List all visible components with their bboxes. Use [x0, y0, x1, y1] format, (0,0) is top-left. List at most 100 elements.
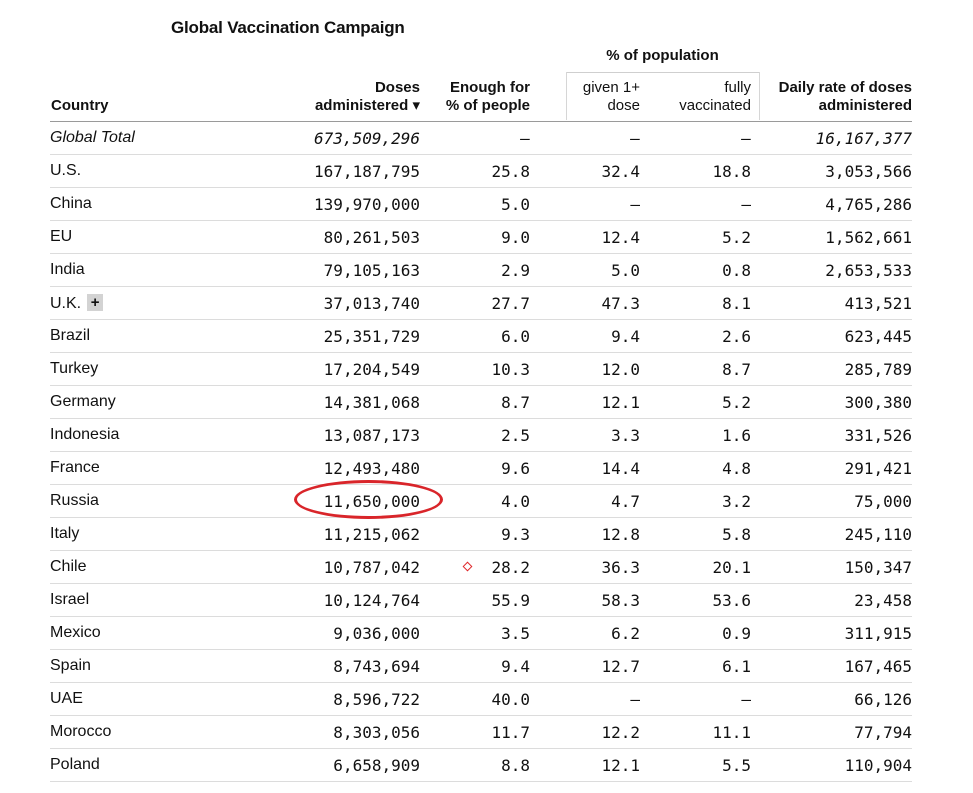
given-cell: 4.7	[530, 484, 640, 518]
header-given-dose[interactable]: given 1+ dose	[530, 79, 640, 115]
fully-cell: 5.8	[640, 517, 751, 551]
doses-value: 14,381,068	[323, 392, 420, 412]
daily-value: 4,765,286	[825, 194, 912, 214]
daily-value: 413,521	[844, 293, 912, 313]
daily-cell: 23,458	[751, 583, 912, 617]
total-row: Global Total 673,509,296 – – – 16,167,37…	[50, 122, 912, 155]
enough-cell: 8.7	[420, 385, 530, 419]
daily-cell: 300,380	[751, 385, 912, 419]
table-row: U.S. 167,187,795 25.8 32.4 18.8 3,053,566	[50, 154, 912, 188]
header-doses[interactable]: Doses administered ▾	[280, 79, 420, 115]
enough-value: 25.8	[491, 161, 530, 181]
table-row: France 12,493,480 9.6 14.4 4.8 291,421	[50, 451, 912, 485]
country-name: EU	[50, 228, 73, 245]
given-cell: –	[530, 187, 640, 221]
doses-value: 9,036,000	[333, 623, 420, 643]
given-value: 32.4	[601, 161, 640, 181]
doses-value: 8,596,722	[333, 689, 420, 709]
country-name: U.S.	[50, 162, 82, 179]
doses-value: 80,261,503	[323, 227, 420, 247]
fully-cell: 5.2	[640, 220, 751, 254]
doses-cell: 14,381,068	[280, 385, 420, 419]
header-daily-rate[interactable]: Daily rate of doses administered	[751, 79, 912, 115]
given-cell: 32.4	[530, 154, 640, 188]
enough-value: 3.5	[501, 623, 530, 643]
daily-value: 77,794	[854, 722, 912, 742]
doses-value: 10,787,042	[323, 557, 420, 577]
country-name: UAE	[50, 690, 83, 707]
total-doses: 673,509,296	[280, 122, 420, 155]
enough-value: 5.0	[501, 194, 530, 214]
doses-cell: 17,204,549	[280, 352, 420, 386]
daily-cell: 311,915	[751, 616, 912, 650]
plus-icon[interactable]: +	[87, 293, 104, 311]
fully-value: 8.7	[722, 359, 751, 379]
enough-cell: 55.9	[420, 583, 530, 617]
fully-cell: 5.2	[640, 385, 751, 419]
group-header-divider	[566, 72, 759, 73]
doses-cell: 12,493,480	[280, 451, 420, 485]
daily-cell: 245,110	[751, 517, 912, 551]
country-cell: India	[50, 253, 280, 287]
country-cell: Spain	[50, 649, 280, 683]
table-row: Chile 10,787,042 28.2 36.3 20.1 150,347	[50, 550, 912, 584]
enough-cell: 11.7	[420, 715, 530, 749]
table-row: EU 80,261,503 9.0 12.4 5.2 1,562,661	[50, 220, 912, 254]
daily-cell: 150,347	[751, 550, 912, 584]
doses-cell: 37,013,740	[280, 286, 420, 320]
doses-value: 167,187,795	[314, 161, 420, 181]
header-daily-line1: Daily rate of doses	[778, 79, 912, 96]
doses-value: 139,970,000	[314, 194, 420, 214]
fully-cell: 20.1	[640, 550, 751, 584]
given-value: 3.3	[611, 425, 640, 445]
header-country[interactable]: Country	[51, 97, 109, 114]
given-value: 12.7	[601, 656, 640, 676]
country-cell: Indonesia	[50, 418, 280, 452]
given-value: 12.2	[601, 722, 640, 742]
total-enough: –	[420, 122, 530, 155]
fully-cell: 3.2	[640, 484, 751, 518]
country-cell: Russia	[50, 484, 280, 518]
enough-cell: 28.2	[420, 550, 530, 584]
daily-cell: 2,653,533	[751, 253, 912, 287]
fully-cell: 11.1	[640, 715, 751, 749]
doses-cell: 6,658,909	[280, 748, 420, 782]
daily-value: 245,110	[844, 524, 912, 544]
doses-cell: 9,036,000	[280, 616, 420, 650]
country-cell: Mexico	[50, 616, 280, 650]
fully-value: 5.5	[722, 755, 751, 775]
daily-cell: 285,789	[751, 352, 912, 386]
given-value: 12.4	[601, 227, 640, 247]
fully-value: 53.6	[712, 590, 751, 610]
daily-value: 331,526	[844, 425, 912, 445]
fully-value: 5.8	[722, 524, 751, 544]
doses-value: 6,658,909	[333, 755, 420, 775]
daily-value: 167,465	[844, 656, 912, 676]
table-row: Germany 14,381,068 8.7 12.1 5.2 300,380	[50, 385, 912, 419]
country-cell: Poland	[50, 748, 280, 782]
doses-value: 37,013,740	[323, 293, 420, 313]
given-value: 12.0	[601, 359, 640, 379]
header-enough[interactable]: Enough for % of people	[420, 79, 530, 115]
given-value: 36.3	[601, 557, 640, 577]
given-cell: 3.3	[530, 418, 640, 452]
enough-value: 8.7	[501, 392, 530, 412]
country-cell: EU	[50, 220, 280, 254]
country-name: Israel	[50, 591, 90, 608]
doses-value: 17,204,549	[323, 359, 420, 379]
country-name: India	[50, 261, 85, 278]
daily-cell: 291,421	[751, 451, 912, 485]
given-cell: 12.7	[530, 649, 640, 683]
enough-cell: 2.9	[420, 253, 530, 287]
fully-value: 20.1	[712, 557, 751, 577]
enough-value: 28.2	[491, 557, 530, 577]
given-value: 4.7	[611, 491, 640, 511]
fully-value: 5.2	[722, 227, 751, 247]
header-fully-vaccinated[interactable]: fully vaccinated	[640, 79, 751, 115]
table-row: UAE 8,596,722 40.0 – – 66,126	[50, 682, 912, 716]
doses-value: 13,087,173	[323, 425, 420, 445]
enough-value: 40.0	[491, 689, 530, 709]
header-fully-line1: fully	[724, 79, 751, 96]
daily-value: 311,915	[844, 623, 912, 643]
country-cell: China	[50, 187, 280, 221]
